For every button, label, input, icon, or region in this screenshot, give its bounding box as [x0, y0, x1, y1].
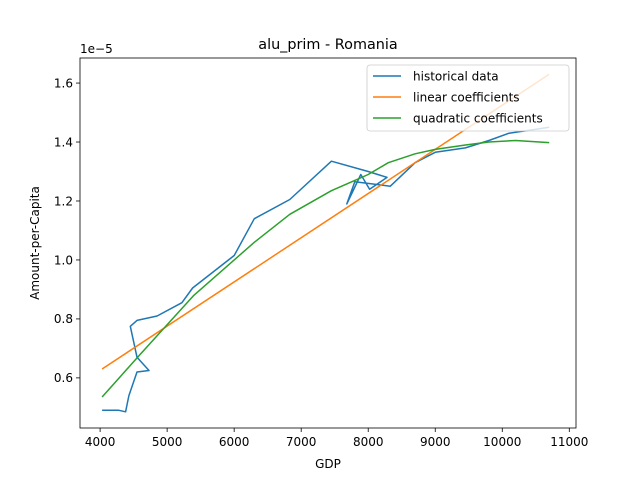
legend-label-2: quadratic coefficients: [413, 111, 543, 125]
x-tick-label: 4000: [85, 435, 116, 449]
x-tick-label: 11000: [550, 435, 588, 449]
y-tick-label: 1.2: [54, 194, 73, 208]
chart-title: alu_prim - Romania: [258, 37, 397, 53]
x-tick-label: 5000: [152, 435, 183, 449]
x-tick-label: 10000: [483, 435, 521, 449]
x-axis-ticks: 4000 5000 6000 7000 8000 9000 10000 11000: [85, 428, 588, 449]
legend-box: [366, 64, 570, 132]
legend-label-0: historical data: [413, 69, 499, 83]
x-axis-label: GDP: [315, 457, 341, 471]
x-tick-label: 7000: [286, 435, 317, 449]
y-tick-label: 1.6: [54, 76, 73, 90]
y-tick-label: 1.0: [54, 253, 73, 267]
y-tick-label: 0.6: [54, 371, 73, 385]
y-tick-label: 1.4: [54, 135, 73, 149]
x-tick-label: 8000: [353, 435, 384, 449]
y-tick-label: 0.8: [54, 312, 73, 326]
x-tick-label: 9000: [420, 435, 451, 449]
plot-frame: [79, 57, 577, 429]
legend-label-1: linear coefficients: [413, 90, 520, 104]
legend: historical data linear coefficients quadra…: [366, 64, 570, 132]
y-axis-offset-label: 1e−5: [80, 42, 113, 56]
y-axis-label: Amount-per-Capita: [28, 186, 42, 300]
series-line-2: [101, 139, 550, 398]
x-tick-label: 6000: [219, 435, 250, 449]
series-line-0: [102, 126, 550, 413]
y-axis-ticks: 0.6 0.8 1.0 1.2 1.4 1.6: [54, 76, 80, 385]
